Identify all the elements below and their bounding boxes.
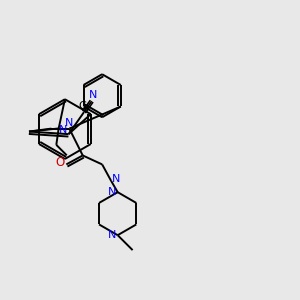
Text: N: N [108, 187, 116, 197]
Text: N: N [59, 125, 68, 135]
Text: O: O [56, 156, 65, 170]
Text: C: C [79, 100, 86, 111]
Text: N: N [89, 90, 98, 100]
Text: N: N [65, 118, 74, 128]
Text: N: N [108, 230, 116, 240]
Text: N: N [112, 174, 120, 184]
